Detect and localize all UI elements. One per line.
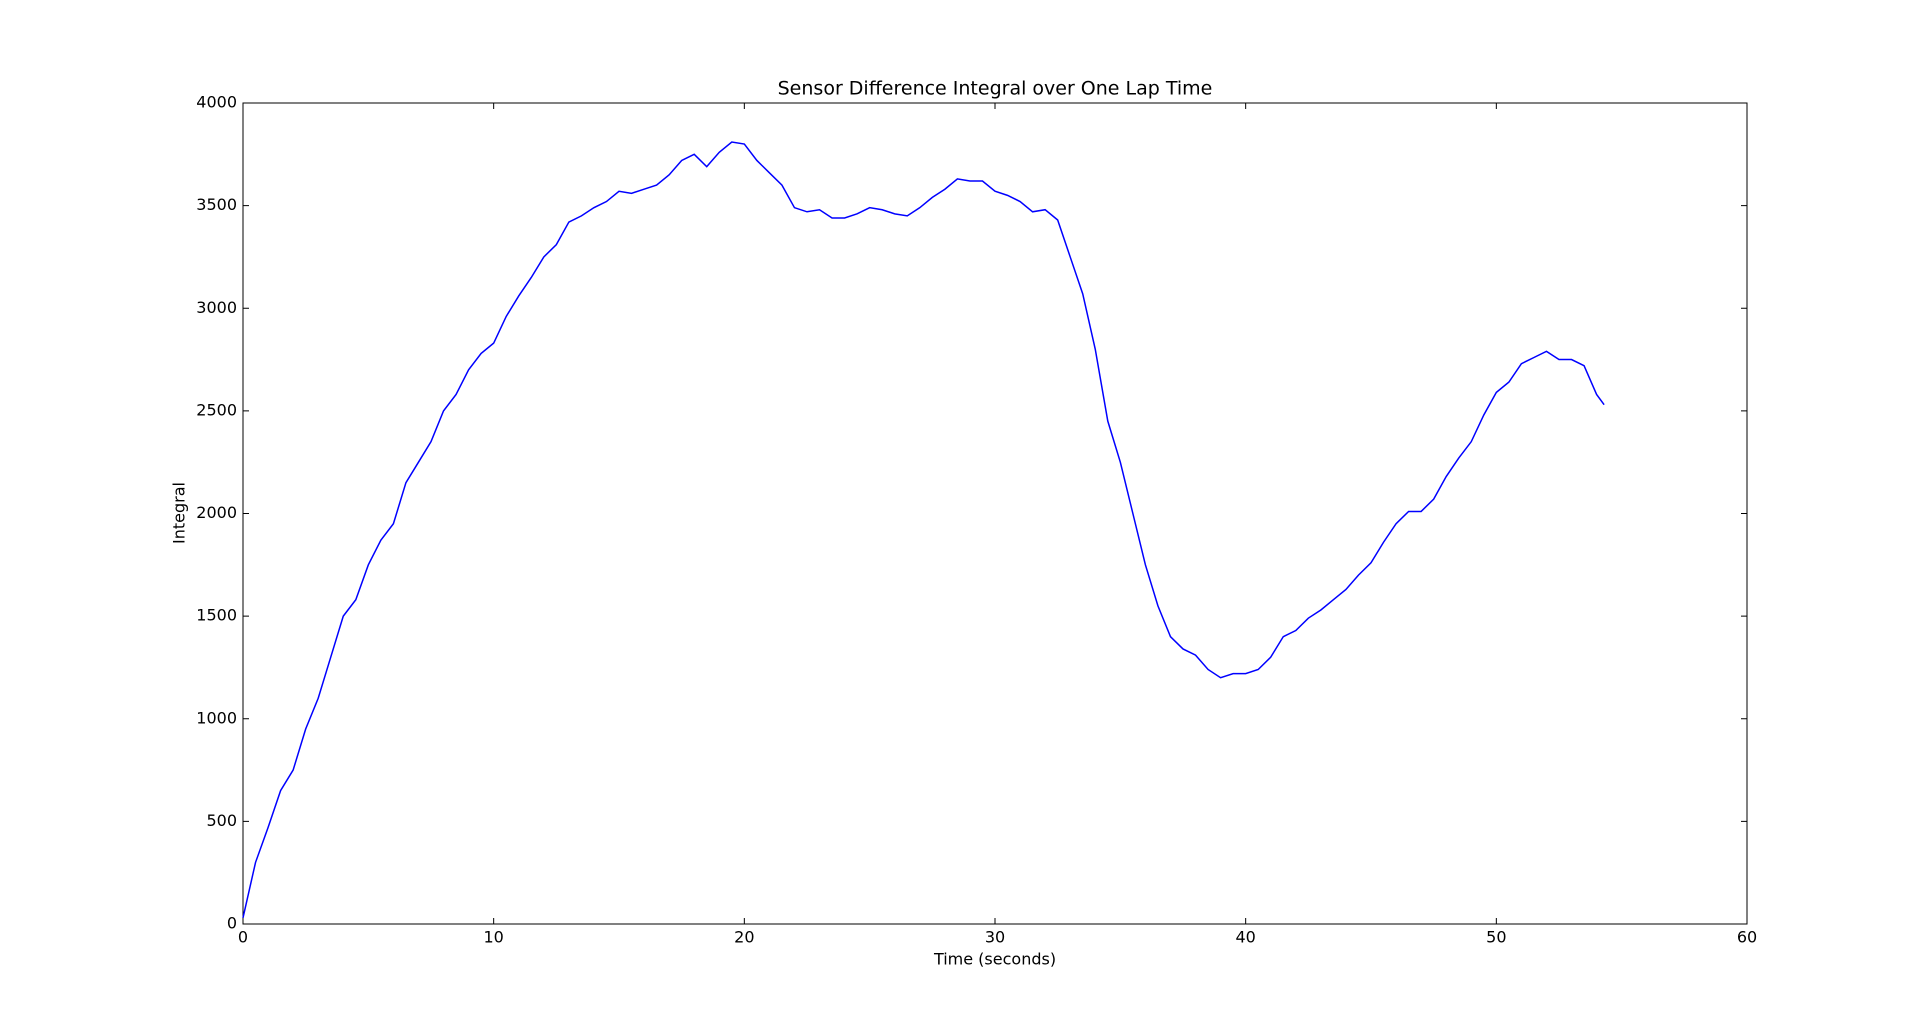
x-tick-label: 0 [238, 928, 248, 947]
chart-title: Sensor Difference Integral over One Lap … [778, 78, 1213, 100]
x-tick-label: 50 [1486, 928, 1506, 947]
y-tick-label: 2500 [196, 400, 237, 419]
y-tick-label: 4000 [196, 93, 237, 112]
x-tick-label: 30 [985, 928, 1005, 947]
plot-frame [242, 102, 1748, 925]
y-tick-label: 3000 [196, 298, 237, 317]
y-tick-label: 2000 [196, 503, 237, 522]
y-tick-label: 3500 [196, 195, 237, 214]
y-tick-label: 1500 [196, 606, 237, 625]
x-axis-label: Time (seconds) [933, 950, 1056, 969]
x-tick-label: 10 [483, 928, 503, 947]
y-axis-label: Integral [170, 482, 189, 544]
y-tick-label: 0 [227, 914, 237, 933]
y-tick-label: 1000 [196, 708, 237, 727]
x-tick-label: 60 [1737, 928, 1757, 947]
y-tick-label: 500 [206, 811, 237, 830]
x-tick-label: 20 [734, 928, 754, 947]
data-line [242, 141, 1605, 919]
x-tick-label: 40 [1235, 928, 1255, 947]
